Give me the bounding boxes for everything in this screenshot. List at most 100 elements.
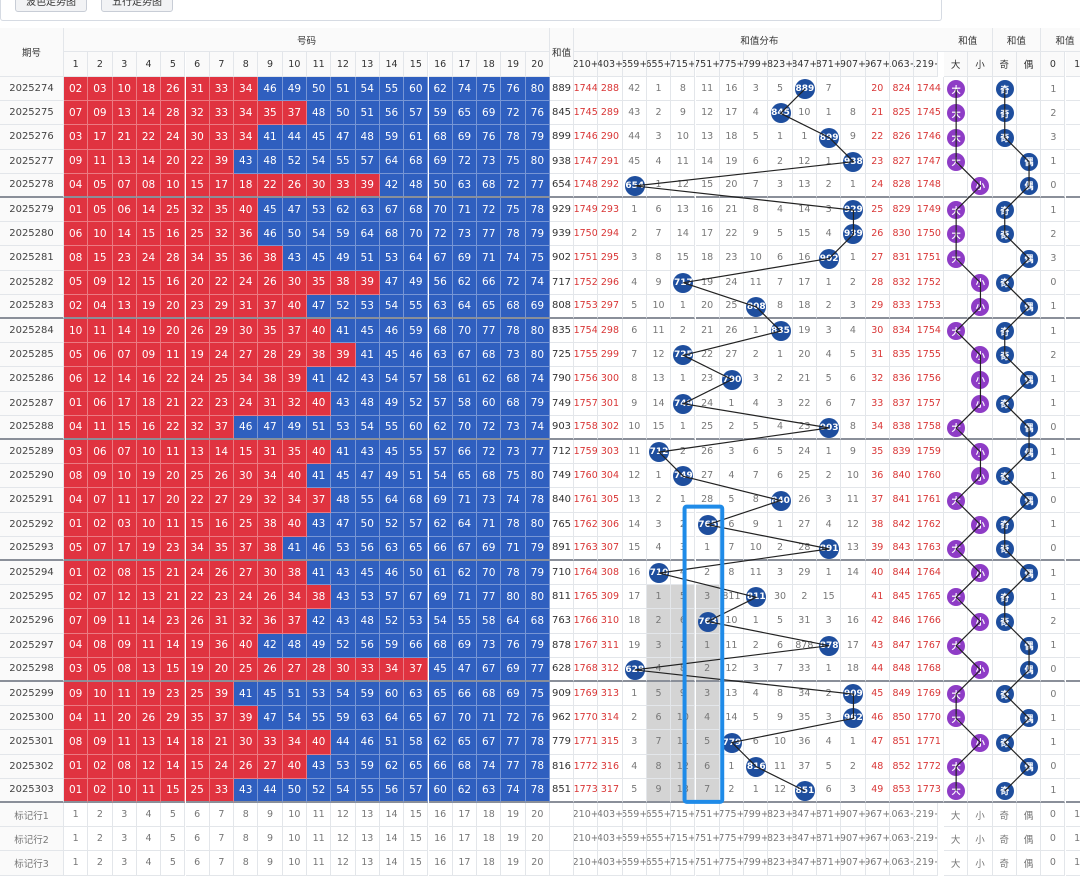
- footer-size: 小: [968, 827, 993, 852]
- number-cell: 43: [234, 149, 259, 174]
- footer-number: 8: [234, 851, 259, 876]
- wave-color-chart-button[interactable]: 波色走势图: [15, 0, 87, 12]
- right-cell: [944, 440, 969, 465]
- footer-dist: 907+: [841, 851, 866, 876]
- number-cell: 62: [428, 512, 453, 537]
- number-cell: 41: [331, 319, 356, 344]
- period-cell: 2025277: [0, 149, 64, 174]
- number-cell: 54: [379, 367, 405, 392]
- dist-cell: 1771: [574, 730, 599, 755]
- number-cell: 78: [525, 778, 550, 803]
- number-cell: 38: [331, 270, 356, 295]
- number-cell: 60: [379, 682, 405, 707]
- number-cell: 40: [282, 512, 307, 537]
- footer-dist: 751+: [695, 851, 720, 876]
- number-cell: 28: [161, 101, 186, 126]
- dist-cell: 1752: [574, 270, 599, 295]
- parity-marker: 偶: [1020, 249, 1039, 268]
- number-cell: 36: [258, 609, 283, 634]
- number-cell: 49: [282, 77, 307, 102]
- dist-cell: 878: [792, 633, 817, 658]
- right-cell: [944, 173, 969, 198]
- number-cell: 43: [331, 561, 356, 586]
- number-cell: 24: [185, 561, 210, 586]
- dist-cell: 8: [744, 488, 769, 513]
- number-cell: 35: [282, 440, 307, 465]
- parity-marker: 偶: [1020, 418, 1039, 437]
- number-cell: 46: [307, 536, 332, 561]
- footer-dist: 751+: [695, 803, 720, 828]
- footer-dist: 210+: [574, 851, 599, 876]
- number-cell: 52: [379, 512, 405, 537]
- footer-parity: 奇: [992, 827, 1017, 852]
- dist-cell: 35: [792, 706, 817, 731]
- right-cell: [1065, 101, 1080, 126]
- number-cell: 65: [477, 294, 502, 319]
- parity-marker: 偶: [1020, 176, 1039, 195]
- dist-cell: 4: [817, 512, 842, 537]
- number-cell: 62: [428, 730, 453, 755]
- number-cell: 18: [234, 173, 259, 198]
- footer-dist: 1063+: [889, 803, 915, 828]
- dist-cell: 1772: [574, 754, 599, 779]
- footer-dist: 210+: [574, 803, 599, 828]
- number-cell: 01: [64, 754, 89, 779]
- number-cell: 14: [161, 730, 186, 755]
- dist-cell: 31: [792, 609, 817, 634]
- sum-cell: 835: [550, 319, 574, 344]
- dist-cell: 1: [646, 77, 672, 102]
- right-cell: [1065, 343, 1080, 368]
- dist-cell: 3: [695, 682, 720, 707]
- number-cell: 57: [404, 512, 429, 537]
- period-cell: 2025282: [0, 270, 64, 295]
- dist-cell: 12: [646, 343, 672, 368]
- number-cell: 55: [355, 488, 380, 513]
- number-cell: 37: [209, 706, 235, 731]
- number-cell: 39: [234, 706, 259, 731]
- dist-cell: 9: [841, 125, 866, 150]
- number-cell: 09: [88, 101, 113, 126]
- number-cell: 26: [282, 173, 307, 198]
- dist-cell: 19: [695, 270, 720, 295]
- number-cell: 26: [258, 270, 283, 295]
- dist-cell: 305: [598, 488, 623, 513]
- dist-cell: 851: [889, 730, 915, 755]
- number-cell: 14: [209, 440, 235, 465]
- footer-dist: 847+: [792, 803, 817, 828]
- dist-cell: 9: [768, 706, 793, 731]
- number-cell: 15: [136, 270, 162, 295]
- number-cell: 29: [234, 488, 259, 513]
- number-cell: 27: [258, 754, 283, 779]
- number-cell: 42: [307, 609, 332, 634]
- dist-cell: 33: [792, 657, 817, 682]
- number-cell: 49: [404, 270, 429, 295]
- right-cell: [1016, 585, 1042, 610]
- number-cell: 15: [112, 415, 137, 440]
- number-cell: 52: [379, 609, 405, 634]
- number-cell: 80: [525, 585, 550, 610]
- right-cell: [968, 198, 993, 223]
- number-cell: 22: [185, 391, 210, 416]
- number-cell: 40: [307, 391, 332, 416]
- number-cell: 34: [282, 730, 307, 755]
- dist-cell: 293: [598, 198, 623, 223]
- footer-number: 20: [525, 851, 550, 876]
- number-cell: 74: [477, 754, 502, 779]
- sum-cell: 765: [550, 512, 574, 537]
- dist-cell: 312: [598, 657, 623, 682]
- five-elements-chart-button[interactable]: 五行走势图: [101, 0, 173, 12]
- dist-cell: 11: [841, 488, 866, 513]
- dist-cell: 38: [865, 512, 890, 537]
- number-cell: 62: [477, 367, 502, 392]
- dist-cell: 11: [671, 730, 696, 755]
- number-cell: 05: [88, 198, 113, 223]
- number-cell: 64: [501, 609, 526, 634]
- parity-marker: 奇: [995, 346, 1014, 365]
- dist-cell: 18: [792, 294, 817, 319]
- number-cell: 11: [161, 512, 186, 537]
- number-cell: 53: [331, 415, 356, 440]
- sum-marker: 845: [770, 103, 791, 124]
- number-cell: 48: [331, 488, 356, 513]
- dist-cell: 3: [768, 561, 793, 586]
- dist-cell: 1773: [574, 778, 599, 803]
